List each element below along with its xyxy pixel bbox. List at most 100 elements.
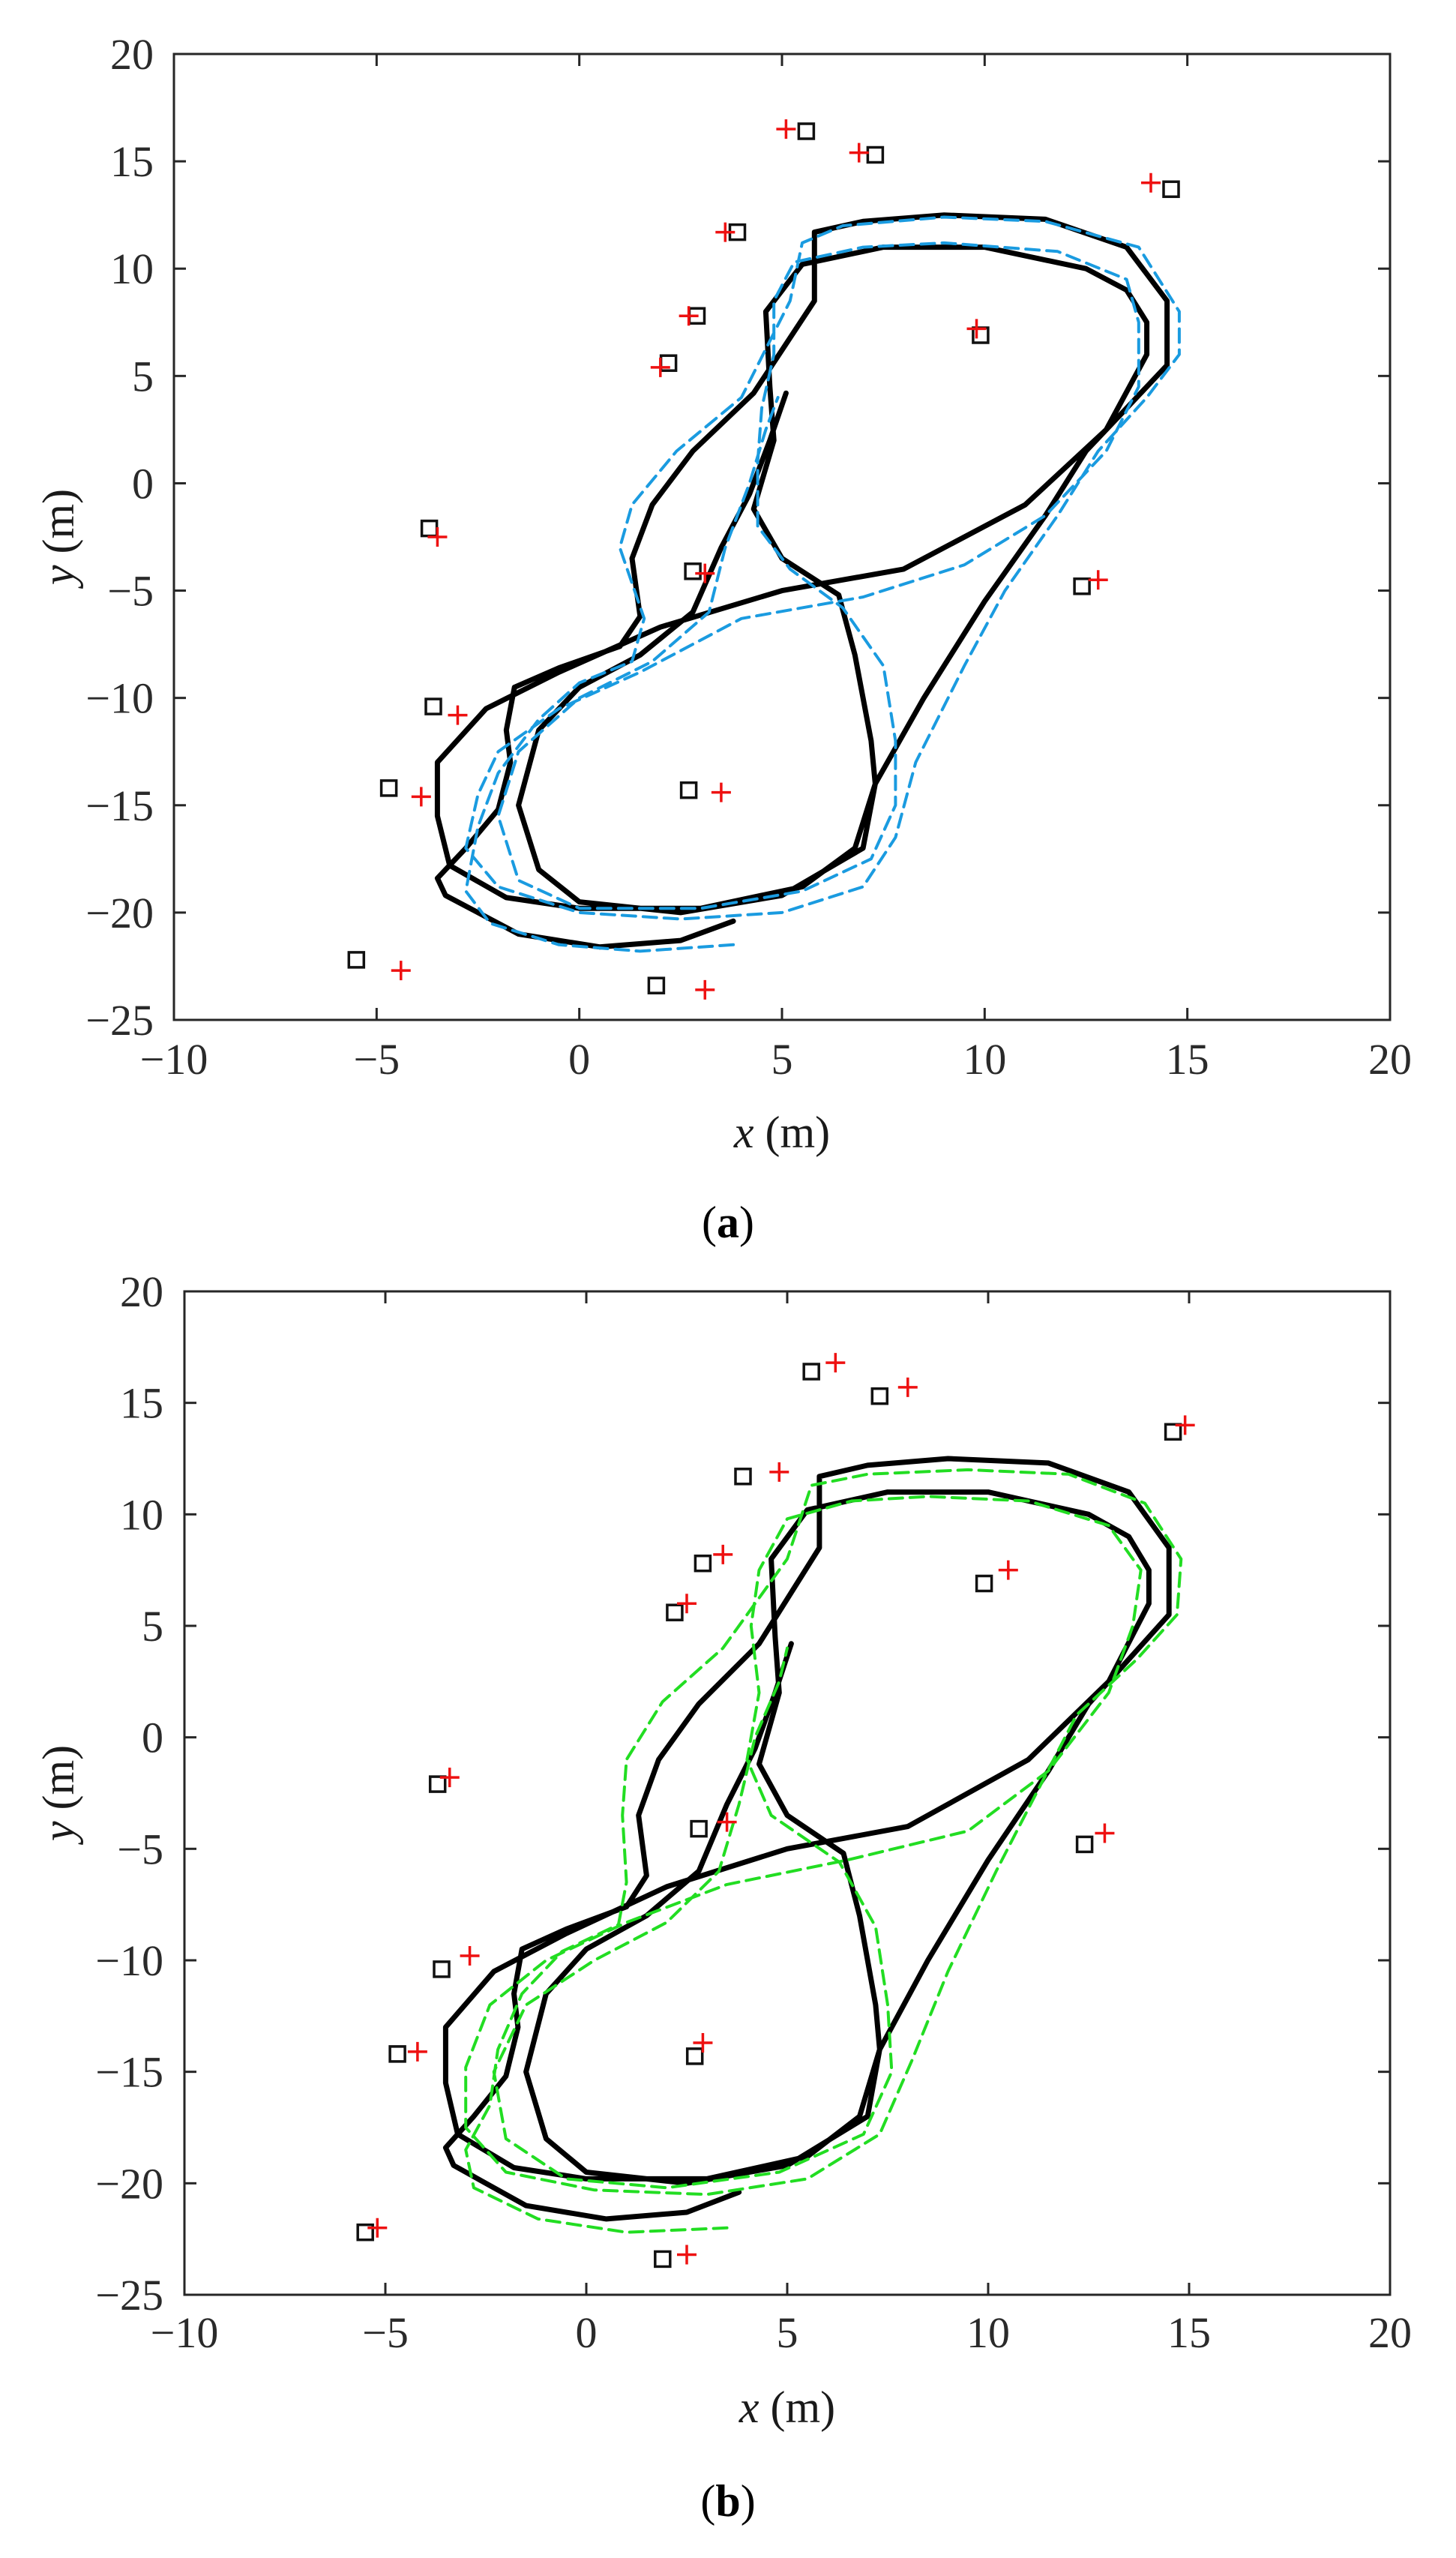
landmarks-b <box>356 1353 1195 2269</box>
true-landmark-square <box>424 697 442 715</box>
true-landmark-square <box>428 1775 447 1793</box>
estimated-landmark-cross <box>677 1594 697 1614</box>
x-axis-label-b: x (m) <box>738 2383 835 2432</box>
y-axis-var-b: y <box>34 1821 83 1846</box>
estimated-landmark-cross <box>679 306 699 326</box>
x-tick-label: −10 <box>151 2308 219 2357</box>
landmarks-a <box>347 119 1180 1000</box>
x-tick-label: 15 <box>1167 2308 1211 2357</box>
estimated-trajectory-line <box>464 1468 1183 2234</box>
x-tick-label: −5 <box>362 2308 409 2357</box>
x-axis-var-b: x <box>738 2383 759 2432</box>
y-tick-label: 15 <box>110 137 154 186</box>
estimated-landmark-cross <box>1095 1823 1115 1843</box>
estimated-landmark-cross <box>998 1560 1018 1580</box>
true-landmark-square <box>347 951 366 969</box>
caption-letter-a: a <box>717 1198 739 1247</box>
estimated-landmark-cross <box>411 787 431 807</box>
estimated-landmark-cross <box>439 1768 460 1788</box>
estimated-landmark-cross <box>776 119 796 139</box>
x-tick-label: 10 <box>963 1035 1006 1084</box>
estimated-landmark-cross <box>849 142 869 163</box>
true-landmark-square <box>684 562 702 580</box>
true-landmark-square <box>690 1819 708 1838</box>
estimated-landmark-cross <box>391 961 411 981</box>
y-tick-label: −25 <box>85 996 154 1045</box>
x-tick-label: −5 <box>353 1035 400 1084</box>
estimated-landmark-cross <box>650 357 670 377</box>
estimated-landmark-cross <box>460 1946 480 1966</box>
x-axis-unit-a: (m) <box>765 1108 831 1157</box>
y-tick-label: −15 <box>95 2048 163 2097</box>
x-axis-unit-b: (m) <box>771 2383 836 2432</box>
y-tick-label: 10 <box>120 1490 163 1539</box>
x-tick-label: 10 <box>966 2308 1010 2357</box>
y-axis-var-a: y <box>34 565 83 589</box>
y-tick-label: 5 <box>142 1602 163 1651</box>
x-tick-label: 20 <box>1368 1035 1412 1084</box>
estimated-landmark-cross <box>695 563 715 583</box>
x-tick-label: 5 <box>777 2308 798 2357</box>
estimated-landmark-cross <box>715 222 735 242</box>
y-tick-label: 20 <box>120 1267 163 1316</box>
panel-b: −10 −5 0 5 10 15 20 −25 −20 −15 −10 −5 0 5 10 15 20 x (… <box>34 1267 1412 2526</box>
true-landmark-square <box>356 2223 374 2242</box>
true-landmark-square <box>802 1363 820 1381</box>
true-landmark-square <box>679 781 698 799</box>
caption-b: (b) <box>700 2476 755 2526</box>
y-ticks-b: −25 −20 −15 −10 −5 0 5 10 15 20 <box>95 1267 1390 2320</box>
true-landmark-square <box>797 122 816 140</box>
estimated-landmark-cross <box>367 2218 388 2238</box>
true-landmark-square <box>734 1468 752 1486</box>
x-tick-label: 20 <box>1368 2308 1412 2357</box>
x-tick-label: 15 <box>1166 1035 1209 1084</box>
true-landmark-square <box>694 1554 712 1573</box>
x-tick-label: 0 <box>576 2308 598 2357</box>
trajectories-a <box>434 212 1181 953</box>
y-tick-label: −25 <box>95 2271 163 2320</box>
estimated-landmark-cross <box>1175 1415 1195 1435</box>
estimated-landmark-cross <box>407 2041 427 2062</box>
y-tick-label: −20 <box>85 889 154 937</box>
true-landmark-square <box>870 1387 889 1405</box>
estimated-landmark-cross <box>693 2033 713 2053</box>
y-tick-label: 0 <box>132 459 154 508</box>
caption-a: (a) <box>702 1198 754 1247</box>
trajectories-b <box>442 1456 1183 2234</box>
true-landmark-square <box>647 976 666 994</box>
estimated-landmark-cross <box>427 527 448 547</box>
x-tick-label: 0 <box>568 1035 590 1084</box>
true-landmark-square <box>379 779 398 797</box>
estimated-landmark-cross <box>825 1353 846 1373</box>
x-tick-label: 5 <box>771 1035 793 1084</box>
true-landmark-square <box>1075 1835 1094 1854</box>
true-landmark-square <box>388 2045 406 2063</box>
true-landmark-square <box>654 2250 672 2269</box>
estimated-landmark-cross <box>897 1377 918 1397</box>
y-tick-label: −10 <box>85 674 154 723</box>
true-landmark-square <box>866 145 885 164</box>
y-tick-label: 15 <box>120 1379 163 1428</box>
caption-letter-b: b <box>715 2476 740 2526</box>
y-tick-label: −10 <box>95 1936 163 1985</box>
x-ticks-a: −10 −5 0 5 10 15 20 <box>140 54 1412 1084</box>
x-tick-label: −10 <box>140 1035 208 1084</box>
y-tick-label: 10 <box>110 244 154 293</box>
y-axis-unit-b: (m) <box>34 1745 83 1810</box>
x-axis-label-a: x (m) <box>733 1108 830 1157</box>
y-axis-unit-a: (m) <box>34 489 83 554</box>
estimated-landmark-cross <box>448 705 468 725</box>
y-tick-label: 5 <box>132 352 154 400</box>
y-tick-label: −20 <box>95 2159 163 2208</box>
panel-a: −10 −5 0 5 10 15 20 −25 −20 −15 −10 −5 0 5 10 15 20 x (… <box>34 30 1412 1247</box>
estimated-landmark-cross <box>1088 570 1108 590</box>
y-axis-label-a: y (m) <box>34 489 83 589</box>
true-landmark-square <box>666 1603 684 1621</box>
x-ticks-b: −10 −5 0 5 10 15 20 <box>151 1291 1412 2357</box>
true-trajectory-line <box>442 1456 1172 2222</box>
true-landmark-square <box>433 1960 451 1978</box>
y-axis-label-b: y (m) <box>34 1745 83 1846</box>
estimated-trajectory-line <box>464 215 1181 953</box>
true-landmark-square <box>685 2047 704 2065</box>
